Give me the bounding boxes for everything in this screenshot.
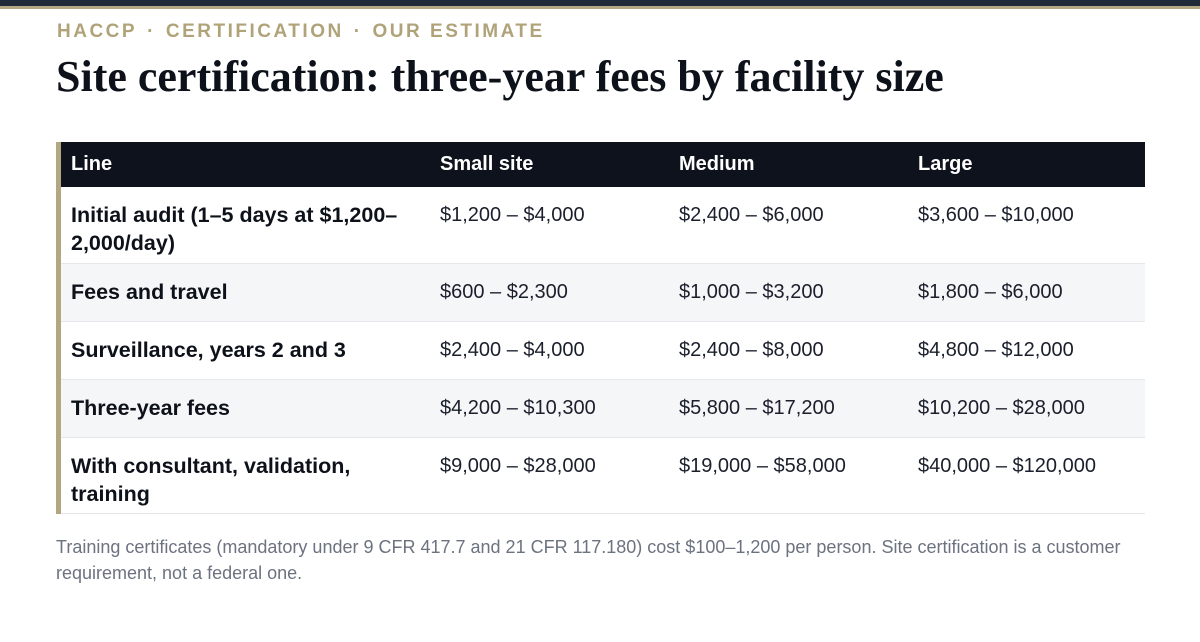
row-label: Fees and travel xyxy=(71,279,228,304)
table-row: Three-year fees $4,200 – $10,300 $5,800 … xyxy=(61,379,1145,437)
page-title: Site certification: three-year fees by f… xyxy=(56,52,944,101)
footnote: Training certificates (mandatory under 9… xyxy=(56,537,1121,583)
eyebrow: HACCP · CERTIFICATION · OUR ESTIMATE xyxy=(57,21,545,43)
cell-medium: $1,000 – $3,200 xyxy=(679,280,824,303)
fees-table-container: Line Small site Medium Large Initial aud… xyxy=(56,142,1145,514)
column-header-large: Large xyxy=(918,153,973,175)
row-label: Initial audit (1–5 days at $1,200–2,000/… xyxy=(71,203,398,255)
top-accent-bar xyxy=(0,0,1200,9)
cell-small-site: $2,400 – $4,000 xyxy=(440,338,585,361)
table-row: Fees and travel $600 – $2,300 $1,000 – $… xyxy=(61,263,1145,321)
cell-small-site: $1,200 – $4,000 xyxy=(440,204,585,226)
eyebrow-separator: · xyxy=(353,21,363,42)
cell-medium: $19,000 – $58,000 xyxy=(679,454,846,477)
table-row: Initial audit (1–5 days at $1,200–2,000/… xyxy=(61,187,1145,263)
column-header-line: Line xyxy=(71,153,113,175)
cell-medium: $2,400 – $6,000 xyxy=(679,204,824,226)
cell-small-site: $9,000 – $28,000 xyxy=(440,454,596,477)
table-header-row: Line Small site Medium Large xyxy=(61,142,1145,187)
eyebrow-separator: · xyxy=(147,21,156,42)
cell-large: $4,800 – $12,000 xyxy=(918,338,1074,361)
cell-small-site: $600 – $2,300 xyxy=(440,280,568,303)
row-label: With consultant, validation, training xyxy=(71,453,351,506)
row-label: Three-year fees xyxy=(71,395,230,420)
table-row: Surveillance, years 2 and 3 $2,400 – $4,… xyxy=(61,321,1145,379)
table-row: With consultant, validation, training $9… xyxy=(61,437,1145,513)
fees-table: Line Small site Medium Large Initial aud… xyxy=(61,142,1145,514)
cell-large: $10,200 – $28,000 xyxy=(918,396,1085,419)
column-header-medium: Medium xyxy=(679,153,755,175)
cell-medium: $5,800 – $17,200 xyxy=(679,396,835,419)
cell-small-site: $4,200 – $10,300 xyxy=(440,396,596,419)
cell-large: $1,800 – $6,000 xyxy=(918,280,1063,303)
row-label: Surveillance, years 2 and 3 xyxy=(71,337,346,362)
column-header-small-site: Small site xyxy=(440,153,534,175)
cell-medium: $2,400 – $8,000 xyxy=(679,338,824,361)
eyebrow-part-3: OUR ESTIMATE xyxy=(372,21,545,42)
cell-large: $40,000 – $120,000 xyxy=(918,454,1096,477)
eyebrow-part-2: CERTIFICATION xyxy=(165,21,344,42)
cell-large: $3,600 – $10,000 xyxy=(918,204,1074,226)
eyebrow-part-1: HACCP xyxy=(57,21,138,42)
